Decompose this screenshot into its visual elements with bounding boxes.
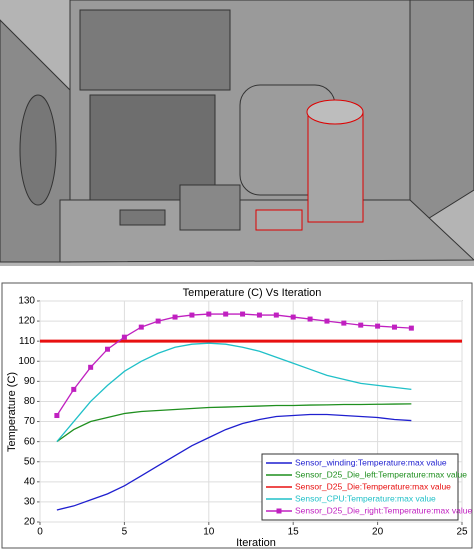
marker: [206, 311, 212, 317]
marker: [341, 320, 347, 326]
component: [179, 184, 241, 231]
right-wall: [409, 0, 474, 231]
series-line: [56, 342, 412, 443]
capacitor: [307, 111, 364, 223]
y-tick-label: 80: [24, 396, 36, 407]
chart-title: Temperature (C) Vs Iteration: [183, 287, 322, 299]
y-tick-label: 20: [24, 517, 36, 528]
series-line: [56, 403, 412, 443]
x-tick-label: 20: [372, 527, 384, 538]
legend-label: Sensor_D25_Die_right:Temperature:max val…: [295, 505, 472, 515]
x-tick-label: 25: [456, 527, 468, 538]
marker: [189, 312, 195, 318]
marker: [256, 312, 262, 318]
marker: [54, 413, 60, 419]
y-tick-label: 50: [24, 456, 36, 467]
marker: [172, 314, 178, 320]
marker: [105, 346, 111, 352]
series-line: [56, 313, 412, 416]
y-axis-title: Temperature (C): [6, 372, 18, 452]
x-tick-label: 15: [288, 527, 300, 538]
legend-label: Sensor_D25_Die_left:Temperature:max valu…: [295, 469, 467, 479]
y-tick-label: 130: [18, 296, 35, 307]
y-tick-label: 100: [18, 356, 35, 367]
y-tick-label: 90: [24, 376, 36, 387]
marker: [408, 325, 414, 331]
y-tick-label: 60: [24, 436, 36, 447]
marker: [223, 311, 229, 317]
marker: [358, 322, 364, 328]
legend-marker: [276, 508, 282, 514]
marker: [391, 324, 397, 330]
die: [255, 209, 303, 231]
marker: [138, 324, 144, 330]
x-tick-label: 5: [122, 527, 128, 538]
fan-hole: [19, 94, 57, 206]
heatsink: [79, 9, 231, 91]
legend-box: [261, 453, 459, 521]
marker: [290, 314, 296, 320]
marker: [121, 334, 127, 340]
y-tick-label: 70: [24, 416, 36, 427]
floor: [59, 199, 474, 263]
marker: [273, 312, 279, 318]
y-tick-label: 110: [19, 336, 35, 347]
x-axis-title: Iteration: [236, 537, 276, 549]
series-line: [56, 413, 412, 511]
legend-label: Sensor_D25_Die:Temperature:max value: [295, 481, 451, 491]
y-tick-label: 30: [24, 497, 36, 508]
cad-render: [0, 0, 474, 266]
legend-label: Sensor_winding:Temperature:max value: [295, 457, 447, 467]
marker: [324, 318, 330, 324]
marker: [375, 323, 381, 329]
y-tick-label: 120: [18, 316, 35, 327]
y-tick-label: 40: [24, 476, 36, 487]
marker: [88, 364, 94, 370]
heatsink-fins: [89, 94, 216, 201]
marker: [240, 311, 246, 317]
marker: [71, 386, 77, 392]
marker: [155, 318, 161, 324]
chip: [119, 209, 166, 226]
x-tick-label: 10: [203, 527, 215, 538]
legend-label: Sensor_CPU:Temperature:max value: [295, 493, 436, 503]
x-tick-label: 0: [37, 527, 43, 538]
capacitor-top: [306, 99, 364, 125]
marker: [307, 316, 313, 322]
